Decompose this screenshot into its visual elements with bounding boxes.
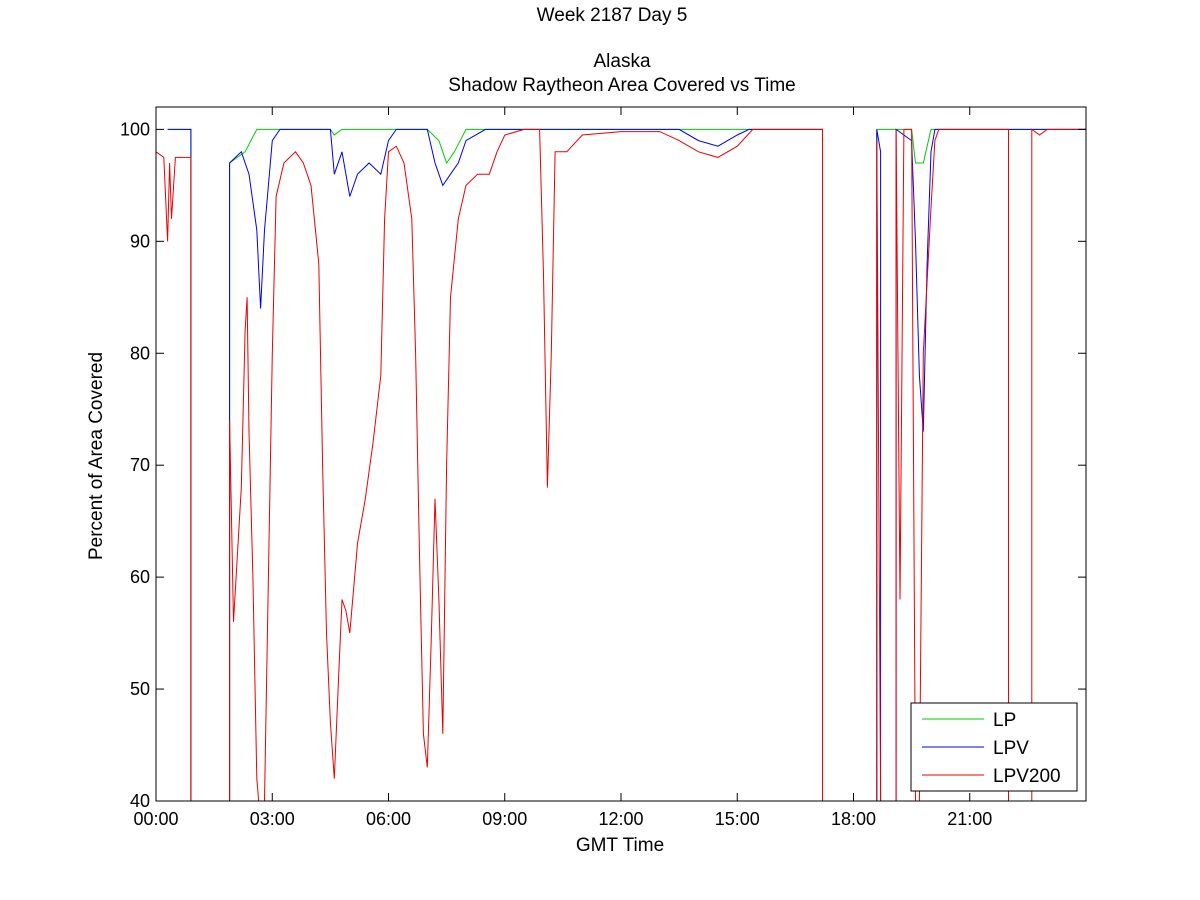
y-tick-label: 80 [130, 343, 150, 363]
x-tick-label: 00:00 [133, 809, 178, 829]
x-tick-label: 21:00 [947, 809, 992, 829]
series-layer [155, 128, 1086, 802]
x-tick-label: 03:00 [250, 809, 295, 829]
x-tick-label: 06:00 [366, 809, 411, 829]
series-line-lpv [167, 128, 1086, 802]
x-tick-label: 18:00 [831, 809, 876, 829]
series-line-lpv200 [155, 128, 1086, 802]
x-axis-label: GMT Time [576, 835, 664, 856]
chart-title-line-1: Week 2187 Day 5 [537, 5, 688, 26]
legend-label-lp: LP [993, 710, 1016, 731]
y-tick-label: 90 [130, 231, 150, 251]
legend: LP LPV LPV200 [910, 702, 1078, 792]
ticks-layer: 00:00 03:00 06:00 09:00 12:00 15:00 18:00 21:00… [120, 107, 1086, 829]
legend-label-lpv: LPV [993, 738, 1029, 759]
y-tick-label: 60 [130, 567, 150, 587]
chart-title-line-3: Shadow Raytheon Area Covered vs Time [448, 75, 795, 96]
y-tick-label: 50 [130, 679, 150, 699]
y-tick-label: 100 [120, 119, 150, 139]
y-tick-label: 70 [130, 455, 150, 475]
legend-label-lpv200: LPV200 [993, 766, 1061, 787]
series-line-lp [167, 128, 1086, 802]
x-tick-label: 09:00 [482, 809, 527, 829]
plot-frame [155, 106, 1087, 802]
x-tick-label: 15:00 [715, 809, 760, 829]
chart-title-line-2: Alaska [593, 51, 650, 72]
y-tick-label: 40 [130, 791, 150, 811]
x-tick-label: 12:00 [598, 809, 643, 829]
y-axis-label: Percent of Area Covered [86, 352, 107, 560]
